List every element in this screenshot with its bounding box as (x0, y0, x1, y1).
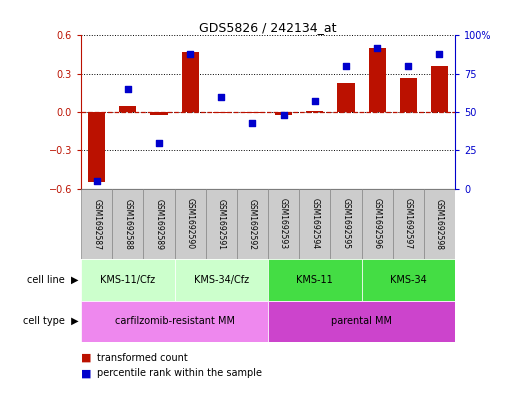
Point (217, 94, 225, 100)
Point (155, 140, 163, 146)
Point (311, 98, 319, 105)
Bar (119, 106, 137, 112)
Point (373, 44, 381, 51)
Text: GSM1692597: GSM1692597 (404, 198, 413, 250)
Point (186, 51, 195, 57)
Bar (393, 189, 424, 259)
Point (435, 51, 444, 57)
Bar (151, 112, 167, 114)
Bar (81, 301, 268, 342)
Bar (306, 111, 323, 112)
Text: GSM1692591: GSM1692591 (217, 198, 226, 250)
Bar (213, 112, 230, 113)
Text: cell type  ▶: cell type ▶ (23, 316, 78, 326)
Text: GSM1692595: GSM1692595 (342, 198, 350, 250)
Text: GSM1692587: GSM1692587 (92, 198, 101, 250)
Text: parental MM: parental MM (331, 316, 392, 326)
Text: GSM1692596: GSM1692596 (372, 198, 382, 250)
Text: percentile rank within the sample: percentile rank within the sample (97, 368, 262, 378)
Bar (175, 259, 268, 301)
Text: KMS-34: KMS-34 (390, 275, 427, 285)
Bar (181, 52, 199, 112)
Bar (337, 83, 355, 112)
Bar (369, 48, 385, 112)
Bar (268, 259, 361, 301)
Text: GSM1692590: GSM1692590 (186, 198, 195, 250)
Bar (268, 189, 299, 259)
Bar (244, 112, 261, 113)
Text: GSM1692598: GSM1692598 (435, 198, 444, 250)
Text: GSM1692592: GSM1692592 (248, 198, 257, 250)
Text: KMS-11: KMS-11 (297, 275, 333, 285)
Point (93, 178, 101, 184)
Point (279, 112, 288, 118)
Bar (143, 189, 175, 259)
Point (123, 86, 132, 92)
Bar (112, 189, 143, 259)
Text: GSM1692588: GSM1692588 (123, 198, 132, 250)
Text: KMS-11/Cfz: KMS-11/Cfz (100, 275, 155, 285)
Bar (424, 189, 455, 259)
Text: ■: ■ (81, 368, 92, 378)
Bar (299, 189, 331, 259)
Bar (331, 189, 361, 259)
Bar (237, 189, 268, 259)
Text: GSM1692593: GSM1692593 (279, 198, 288, 250)
Text: ■: ■ (81, 353, 92, 363)
Bar (81, 259, 175, 301)
Title: GDS5826 / 242134_at: GDS5826 / 242134_at (199, 21, 337, 34)
Point (342, 63, 350, 69)
Text: transformed count: transformed count (97, 353, 188, 363)
Text: GSM1692589: GSM1692589 (154, 198, 164, 250)
Bar (431, 66, 448, 112)
Bar (206, 189, 237, 259)
Bar (361, 189, 393, 259)
Bar (175, 189, 206, 259)
Point (248, 119, 257, 126)
Bar (268, 301, 455, 342)
Bar (81, 189, 112, 259)
Point (404, 63, 413, 69)
Text: KMS-34/Cfz: KMS-34/Cfz (194, 275, 249, 285)
Bar (400, 77, 417, 112)
Bar (361, 259, 455, 301)
Bar (88, 112, 105, 182)
Bar (275, 112, 292, 114)
Text: carfilzomib-resistant MM: carfilzomib-resistant MM (115, 316, 234, 326)
Text: cell line  ▶: cell line ▶ (27, 275, 78, 285)
Text: GSM1692594: GSM1692594 (310, 198, 319, 250)
